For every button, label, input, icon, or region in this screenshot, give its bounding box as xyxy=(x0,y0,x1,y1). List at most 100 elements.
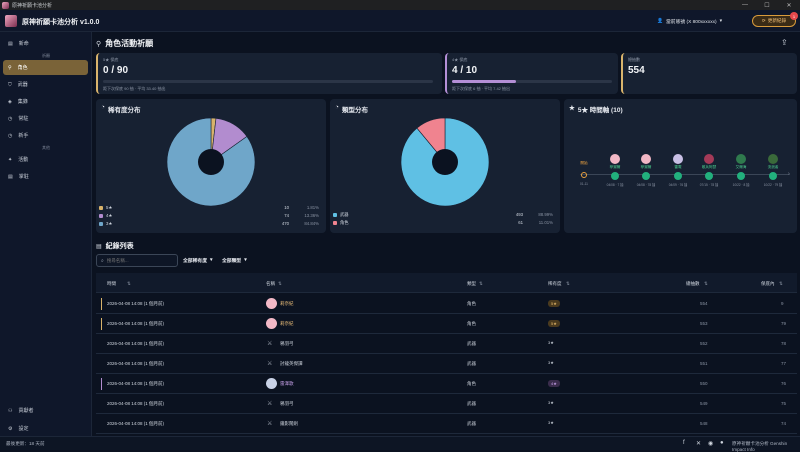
sort-icon[interactable]: ⇅ xyxy=(127,281,131,286)
rarity-donut-chart xyxy=(166,117,256,207)
timeline-node[interactable]: 菲謝爾 04/08 · 78 抽 xyxy=(634,151,658,191)
rarity-badge: 3★ xyxy=(548,340,554,345)
cell-type: 武器 xyxy=(467,401,476,406)
timeline-node-date: 04/08 · 7 抽 xyxy=(606,183,624,187)
sort-icon[interactable]: ⇅ xyxy=(566,281,570,286)
table-row[interactable]: 2026-04-08 14:08 (1 個月前) 莉奈紀 角色 5★ 554 9 xyxy=(96,294,797,314)
update-records-button[interactable]: ⟳ 更新紀錄 xyxy=(752,15,796,27)
column-header-pity[interactable]: 保底內 xyxy=(761,281,775,286)
legend-row: 角色 61 11.01% xyxy=(333,219,557,227)
pity-progress-fill xyxy=(452,80,516,83)
cell-name: 鴉羽弓 xyxy=(280,341,294,346)
sort-icon[interactable]: ⇅ xyxy=(479,281,483,286)
rarity-distribution-card: ◔ 稀有度分布 5★ 10 1.81% 4★ 74 13.36% 3★ 470 8… xyxy=(96,99,326,233)
share-icon[interactable]: ⇪ xyxy=(781,38,788,47)
timeline-node[interactable]: 雷電 04/09 · 76 抽 xyxy=(666,151,690,191)
sidebar-item-settings[interactable]: ⚙ 設定 xyxy=(3,421,88,436)
account-selector[interactable]: 👤 當前賬號 (X 800xxxxxx) ▾ xyxy=(657,15,722,27)
refresh-icon: ⟳ xyxy=(761,18,766,23)
rarity-filter-select[interactable]: 全部稀有度 ▾ xyxy=(183,255,212,266)
column-header-total[interactable]: 總抽數 xyxy=(686,281,700,286)
timeline-node[interactable]: 艾爾海 10/22 · 8 抽 xyxy=(729,151,753,191)
sidebar-item-manual[interactable]: ▤ 掌駐 xyxy=(3,169,88,184)
cell-pity: 9 xyxy=(781,301,784,306)
sort-icon[interactable]: ⇅ xyxy=(779,281,783,286)
stat-card-5star: 5★ 保底 0 / 90 距下次保底 90 抽 · 平均 33.40 抽出 xyxy=(96,53,442,94)
sort-icon[interactable]: ⇅ xyxy=(278,281,282,286)
timeline-node[interactable]: 菲謝爾 04/08 · 7 抽 xyxy=(603,151,627,191)
rarity-legend: 5★ 10 1.81% 4★ 74 13.36% 3★ 470 84.84% xyxy=(99,204,323,228)
table-row[interactable]: 2026-04-08 14:08 (1 個月前) 雷澤歌 角色 4★ 550 7… xyxy=(96,374,797,394)
person-icon: ⚲ xyxy=(8,64,12,71)
cell-name: 鐵影闊劍 xyxy=(280,421,298,426)
account-label: 當前賬號 (X 800xxxxxx) xyxy=(665,19,717,25)
donut-hole xyxy=(198,149,224,175)
list-icon: ▤ xyxy=(96,243,102,250)
cell-time: 2026-04-08 14:08 (1 個月前) xyxy=(107,361,165,366)
cell-time: 2026-04-08 14:08 (1 個月前) xyxy=(107,321,165,326)
twitter-x-icon[interactable]: ✕ xyxy=(696,441,702,447)
timeline-node[interactable]: 流浪者 10/22 · 79 抽 xyxy=(761,151,785,191)
search-box[interactable]: ⌕ xyxy=(96,254,178,267)
type-filter-label: 全部類型 xyxy=(222,259,242,264)
character-avatar xyxy=(704,154,714,164)
sidebar-item-weapon[interactable]: ⛉ 武器 xyxy=(3,77,88,92)
weapon-icon: ⚔ xyxy=(267,401,273,407)
stat-card-4star: 4★ 保底 4 / 10 距下次保底 6 抽 · 平均 7.42 抽出 xyxy=(445,53,618,94)
donut-slice[interactable] xyxy=(416,117,446,163)
cell-time: 2026-04-08 14:08 (1 個月前) xyxy=(107,301,165,306)
legend-percent: 84.84% xyxy=(304,221,319,226)
window-title: 原神祈願卡池分析 xyxy=(12,2,53,9)
sidebar-item-contributors[interactable]: ⚇ 貢獻者 xyxy=(3,403,88,418)
legend-swatch xyxy=(333,213,337,217)
sort-icon[interactable]: ⇅ xyxy=(704,281,708,286)
table-row[interactable]: 2026-04-08 14:08 (1 個月前) ⚔ 討龍英傑譚 武器 3★ 5… xyxy=(96,354,797,374)
cell-name: 雷澤歌 xyxy=(280,381,294,386)
cell-name: 莉奈紀 xyxy=(280,321,294,326)
column-header-time[interactable]: 時間 xyxy=(107,281,116,286)
cell-time: 2026-04-08 14:08 (1 個月前) xyxy=(107,421,165,426)
chevron-right-icon[interactable]: › xyxy=(788,171,790,177)
legend-label: 武器 xyxy=(340,212,349,217)
table-row[interactable]: 2026-04-08 14:08 (1 個月前) ⚔ 鴉羽弓 武器 3★ 552… xyxy=(96,334,797,354)
maximize-button[interactable]: ☐ xyxy=(764,2,770,9)
timeline-node[interactable]: 散兵阿瑟 07/15 · 78 抽 xyxy=(697,151,721,191)
timeline-node-name: 菲謝爾 xyxy=(640,165,652,169)
close-button[interactable]: ✕ xyxy=(786,2,792,9)
timeline-node-date: 07/15 · 78 抽 xyxy=(699,183,719,187)
donut-slice[interactable] xyxy=(166,117,256,207)
stat-value: 554 xyxy=(628,65,645,76)
legend-swatch xyxy=(99,222,103,226)
table-row[interactable]: 2026-04-08 14:08 (1 個月前) ⚔ 鴉羽弓 武器 3★ 549… xyxy=(96,394,797,414)
column-header-name[interactable]: 名稱 xyxy=(266,281,275,286)
minimize-button[interactable]: — xyxy=(742,2,748,8)
timeline-node-date: 01-11 xyxy=(580,182,588,186)
timeline-node[interactable]: 開始 01-11 xyxy=(572,151,596,191)
sidebar-item-standard[interactable]: ◷ 常駐 xyxy=(3,111,88,126)
clock-icon: ◷ xyxy=(8,115,13,122)
column-header-type[interactable]: 類型 xyxy=(467,281,476,286)
github-icon[interactable]: ● xyxy=(720,440,724,446)
table-row[interactable]: 2026-04-08 14:08 (1 個月前) 莉奈紀 角色 5★ 553 7… xyxy=(96,314,797,334)
column-header-rarity[interactable]: 稀有度 xyxy=(548,281,562,286)
legend-row: 5★ 10 1.81% xyxy=(99,204,323,212)
sidebar-item-top-0[interactable]: ▤ 新命 xyxy=(3,36,88,51)
facebook-icon[interactable]: f xyxy=(683,440,685,446)
search-input[interactable] xyxy=(106,258,173,263)
timeline-card: ★ 5★ 時間軸 (10) 開始 01-11 菲謝爾 04/08 · 7 抽 菲謝… xyxy=(564,99,797,233)
timeline-node-name: 流浪者 xyxy=(767,165,779,169)
discord-icon[interactable]: ◉ xyxy=(708,441,714,447)
table-row[interactable]: 2026-04-08 14:08 (1 個月前) ⚔ 鐵影闊劍 武器 3★ 54… xyxy=(96,414,797,434)
type-filter-select[interactable]: 全部類型 ▾ xyxy=(222,255,247,266)
type-legend: 武器 493 88.99% 角色 61 11.01% xyxy=(333,211,557,227)
weapon-icon: ⚔ xyxy=(267,341,273,347)
sidebar-item-character[interactable]: ⚲ 角色 xyxy=(3,60,88,75)
character-avatar xyxy=(266,298,277,309)
star-icon: ★ xyxy=(569,105,575,112)
sidebar-item-chronicled[interactable]: ◈ 集錄 xyxy=(3,94,88,109)
legend-percent: 11.01% xyxy=(538,220,553,225)
sidebar-item-beginner[interactable]: ◷ 新手 xyxy=(3,128,88,143)
sidebar-item-event[interactable]: ✦ 活動 xyxy=(3,152,88,167)
shield-icon: ⛉ xyxy=(8,81,12,88)
timeline-dot xyxy=(705,172,713,180)
